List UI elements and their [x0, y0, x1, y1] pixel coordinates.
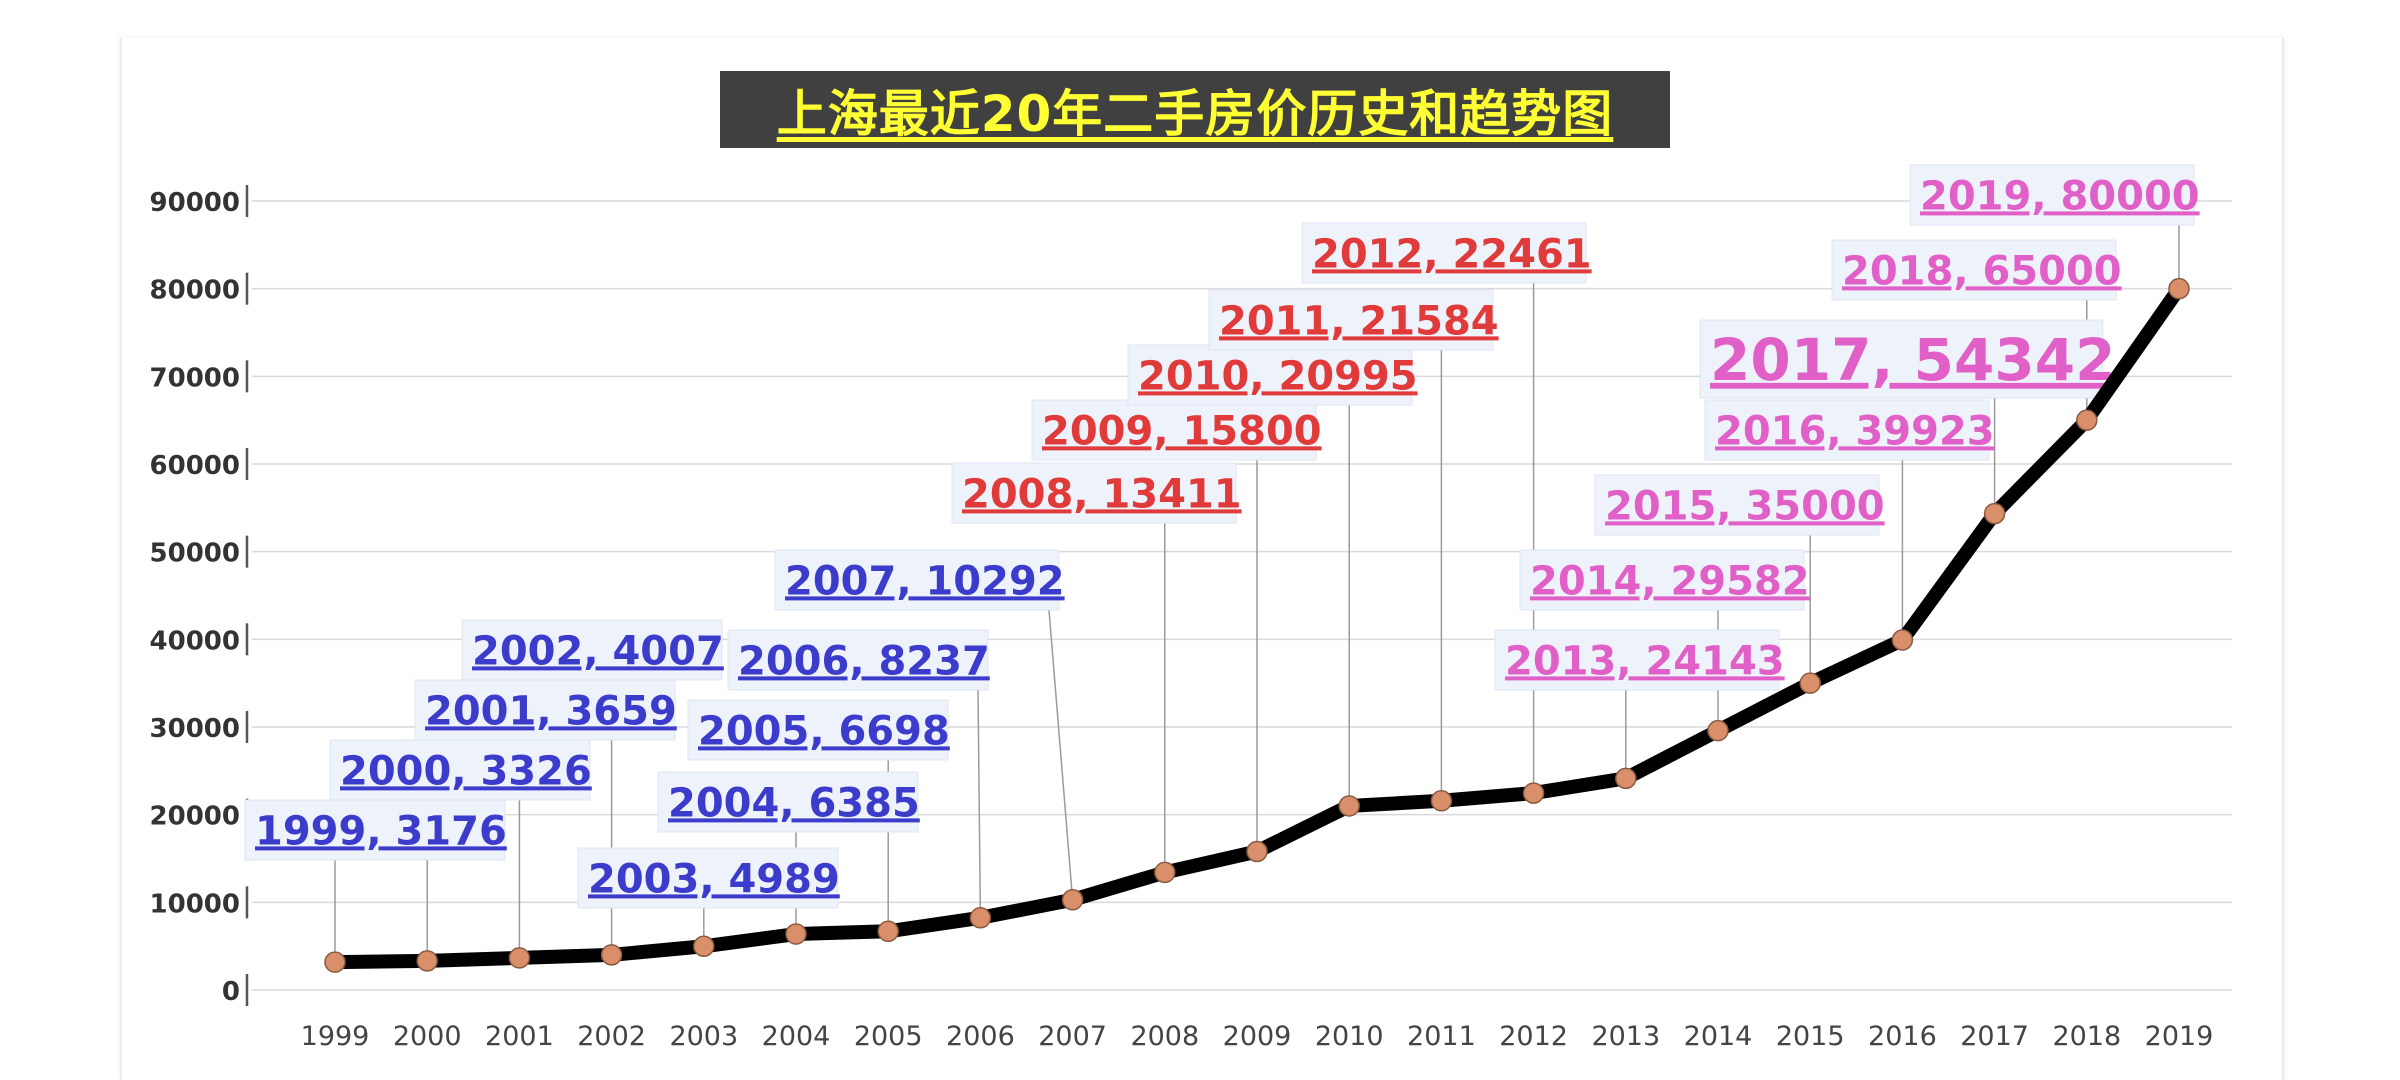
- data-label: 2016, 39923: [1715, 408, 1995, 454]
- data-label-box: [727, 629, 989, 691]
- y-tick-label: 20000: [150, 802, 240, 832]
- data-point: [416, 950, 438, 972]
- data-label: 2018, 65000: [1842, 248, 2122, 294]
- data-label-box: [414, 679, 676, 741]
- data-label: 2005, 6698: [698, 708, 950, 754]
- data-label-box: [1494, 629, 1780, 691]
- data-label-box: [1519, 549, 1805, 611]
- data-point: [1154, 861, 1176, 884]
- data-label: 2010, 20995: [1138, 353, 1418, 399]
- data-label-box: [1594, 474, 1880, 536]
- y-tick-label: 40000: [150, 626, 240, 656]
- y-tick-label: 80000: [150, 276, 240, 306]
- data-point: [600, 944, 623, 966]
- data-label: 2006, 8237: [738, 638, 990, 684]
- data-label-box: [1831, 239, 2117, 301]
- data-label: 2002, 4007: [472, 628, 724, 674]
- data-label: 2004, 6385: [668, 780, 920, 826]
- data-label-box: [1031, 399, 1317, 461]
- data-labels: 1999, 3176 2000, 3326 2001, 3659 2002, 4007…: [244, 164, 2200, 909]
- data-label: 2001, 3659: [425, 688, 677, 734]
- leader-line: [977, 689, 982, 918]
- x-tick-label: 2019: [2145, 1021, 2214, 1052]
- x-tick-label: 2006: [946, 1021, 1015, 1052]
- data-point: [1983, 502, 2006, 525]
- x-tick-label: 2004: [762, 1021, 831, 1052]
- x-tick-label: 2008: [1130, 1021, 1199, 1052]
- data-label-box: [1127, 344, 1413, 406]
- data-label-box: [687, 699, 949, 761]
- data-label-box: [1909, 164, 2195, 226]
- x-tick-label: 2007: [1038, 1021, 1107, 1052]
- data-label: 2019, 80000: [1920, 173, 2200, 219]
- data-point: [1522, 782, 1545, 804]
- data-label: 2014, 29582: [1530, 558, 1810, 604]
- data-label-box: [774, 549, 1060, 611]
- x-tick-label: 2018: [2052, 1021, 2121, 1052]
- x-tick-label: 2015: [1776, 1021, 1845, 1052]
- data-point: [1246, 840, 1268, 863]
- data-point: [1338, 795, 1360, 817]
- data-label-box: [657, 771, 919, 833]
- data-label-box: [1699, 319, 2104, 399]
- data-label: 2012, 22461: [1312, 231, 1592, 277]
- data-label: 2008, 13411: [962, 471, 1242, 517]
- data-label-box: [461, 619, 723, 681]
- y-tick-label: 30000: [150, 714, 240, 744]
- data-point: [785, 923, 807, 945]
- data-point: [1430, 790, 1453, 812]
- data-label-box: [1704, 399, 1990, 461]
- data-label-box: [1208, 289, 1494, 351]
- x-tick-label: 2011: [1407, 1021, 1476, 1052]
- data-point: [1799, 672, 1821, 694]
- data-point: [2168, 277, 2190, 300]
- x-tick-label: 2014: [1684, 1021, 1753, 1052]
- x-tick-label: 2009: [1223, 1021, 1292, 1052]
- data-label: 2007, 10292: [785, 558, 1065, 604]
- data-point: [693, 935, 715, 958]
- data-label-box: [1301, 222, 1587, 284]
- data-point: [508, 947, 531, 969]
- y-tick-label: 50000: [150, 539, 240, 569]
- data-point: [2076, 409, 2098, 431]
- x-tick-label: 2005: [854, 1021, 923, 1052]
- data-label: 2000, 3326: [340, 748, 592, 794]
- chart-title: 上海最近20年二手房价历史和趋势图: [720, 71, 1670, 148]
- y-tick-label: 60000: [150, 451, 240, 481]
- y-tick-label: 10000: [150, 889, 240, 919]
- data-label: 1999, 3176: [255, 808, 507, 854]
- y-tick-label: 90000: [150, 188, 240, 218]
- x-tick-label: 2017: [1960, 1021, 2029, 1052]
- data-label-box: [329, 739, 591, 801]
- data-label: 2013, 24143: [1505, 638, 1785, 684]
- data-label: 2011, 21584: [1219, 298, 1499, 344]
- data-label: 2003, 4989: [588, 856, 840, 902]
- data-label-box: [951, 462, 1237, 524]
- x-tick-label: 2001: [485, 1021, 554, 1052]
- x-tick-label: 2016: [1868, 1021, 1937, 1052]
- x-tick-label: 2000: [393, 1021, 462, 1052]
- x-tick-label: 1999: [301, 1021, 370, 1052]
- data-label-box: [244, 799, 506, 861]
- x-tick-label: 2003: [669, 1021, 738, 1052]
- leader-line: [1048, 609, 1074, 900]
- data-point: [969, 907, 992, 929]
- x-tick-label: 2012: [1499, 1021, 1568, 1052]
- data-label: 2015, 35000: [1605, 483, 1885, 529]
- data-point: [1891, 629, 1914, 651]
- y-tick-label: 70000: [150, 363, 240, 393]
- y-tick-label: 0: [222, 977, 240, 1007]
- data-point: [1615, 767, 1637, 790]
- data-label: 2009, 15800: [1042, 408, 1322, 454]
- data-point: [1707, 719, 1729, 742]
- x-tick-label: 2013: [1591, 1021, 1660, 1052]
- data-point: [877, 920, 899, 943]
- data-point: [324, 951, 346, 973]
- data-label: 2017, 54342: [1710, 326, 2115, 394]
- x-tick-label: 2010: [1315, 1021, 1384, 1052]
- data-point: [1061, 889, 1084, 911]
- x-tick-label: 2002: [577, 1021, 646, 1052]
- data-label-box: [577, 847, 839, 909]
